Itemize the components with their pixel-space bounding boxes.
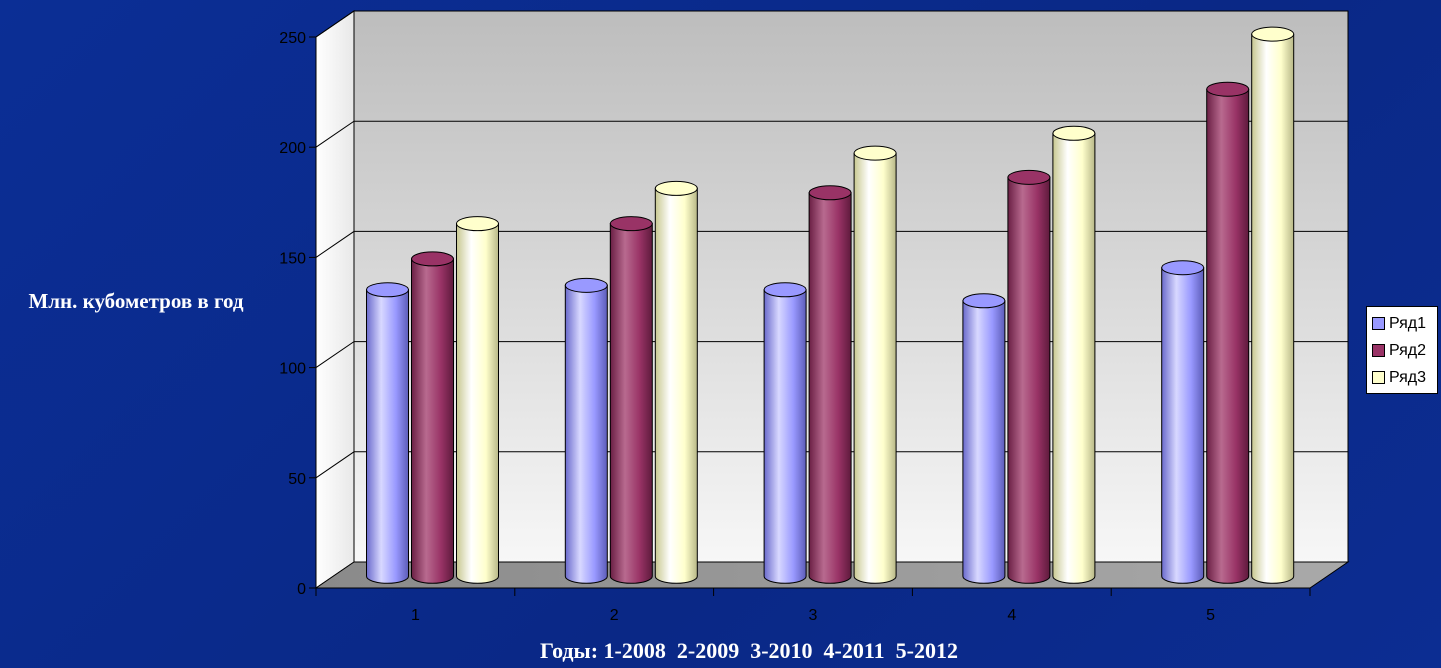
bar-series3-cat4: [1052, 125, 1096, 584]
bar-series2-cat3: [808, 185, 852, 584]
bar-cap: [654, 180, 698, 196]
bar-body: [962, 300, 1006, 584]
x-axis-label: Годы: 1-2008 2-2009 3-2010 4-2011 5-2012: [540, 638, 958, 663]
bar-body: [1251, 33, 1295, 584]
bar-cap: [366, 282, 409, 298]
y-tick-label: 200: [279, 140, 306, 157]
bar-series1-cat5: [1161, 260, 1205, 584]
bar-cap: [456, 216, 499, 232]
bar-cap: [853, 145, 897, 161]
bar-cap: [1206, 81, 1250, 97]
bar-series2-cat1: [411, 251, 454, 584]
y-tick-label: 100: [279, 361, 306, 378]
bar-body: [609, 223, 653, 584]
y-tick-label: 0: [297, 581, 306, 598]
bar-cap: [1251, 26, 1295, 42]
legend-item-series3: Ряд3: [1372, 364, 1437, 391]
bar-series1-cat3: [763, 282, 807, 584]
legend-item-series1: Ряд1: [1372, 310, 1437, 337]
y-tick-label: 50: [288, 471, 306, 488]
bar-body: [853, 152, 897, 584]
bar-series3-cat3: [853, 145, 897, 584]
y-tick-label: 150: [279, 250, 306, 267]
bar-body: [763, 289, 807, 584]
bar-body: [808, 192, 852, 584]
bar-series3-cat5: [1251, 26, 1295, 584]
legend-swatch-series3: [1372, 371, 1385, 384]
bar-cap: [808, 185, 852, 201]
x-tick-label: 2: [610, 607, 619, 624]
bar-body: [1052, 132, 1096, 584]
legend-label-series1: Ряд1: [1389, 314, 1427, 332]
bar-body: [411, 258, 454, 584]
bar-series2-cat4: [1007, 169, 1051, 584]
bar-cap: [1052, 125, 1096, 141]
y-tick-label: 250: [279, 30, 306, 47]
legend-swatch-series1: [1372, 317, 1385, 330]
bar-body: [654, 187, 698, 584]
bar-body: [1161, 267, 1205, 584]
bar-cap: [962, 293, 1006, 309]
legend-swatch-series2: [1372, 344, 1385, 357]
chart-side-wall: [315, 10, 355, 589]
bar-cap: [564, 277, 608, 293]
bar-series3-cat2: [654, 180, 698, 584]
bar-cap: [1007, 169, 1051, 185]
bar-series3-cat1: [456, 216, 499, 584]
bar-series1-cat4: [962, 293, 1006, 584]
bar-body: [456, 223, 499, 584]
legend-label-series2: Ряд2: [1389, 341, 1427, 359]
bar-body: [1206, 88, 1250, 584]
bar-series1-cat1: [366, 282, 409, 584]
legend-label-series3: Ряд3: [1389, 368, 1427, 386]
bar-cap: [411, 251, 454, 267]
legend: Ряд1 Ряд2 Ряд3: [1366, 306, 1438, 394]
bar-cap: [763, 282, 807, 298]
x-tick-label: 4: [1007, 607, 1016, 624]
y-axis-label: Млн. кубометров в год: [28, 289, 244, 313]
bar-body: [1007, 176, 1051, 584]
bar-body: [564, 284, 608, 584]
legend-item-series2: Ряд2: [1372, 337, 1437, 364]
gridline: [315, 120, 1348, 148]
bar-body: [366, 289, 409, 584]
bar-series2-cat2: [609, 216, 653, 584]
bar-cap: [609, 216, 653, 232]
x-tick-label: 3: [809, 607, 818, 624]
bar-series2-cat5: [1206, 81, 1250, 584]
gridline: [315, 10, 1348, 38]
bar-cap: [1161, 260, 1205, 276]
x-tick-label: 5: [1206, 607, 1215, 624]
x-tick-label: 1: [411, 607, 420, 624]
bar-series1-cat2: [564, 277, 608, 584]
